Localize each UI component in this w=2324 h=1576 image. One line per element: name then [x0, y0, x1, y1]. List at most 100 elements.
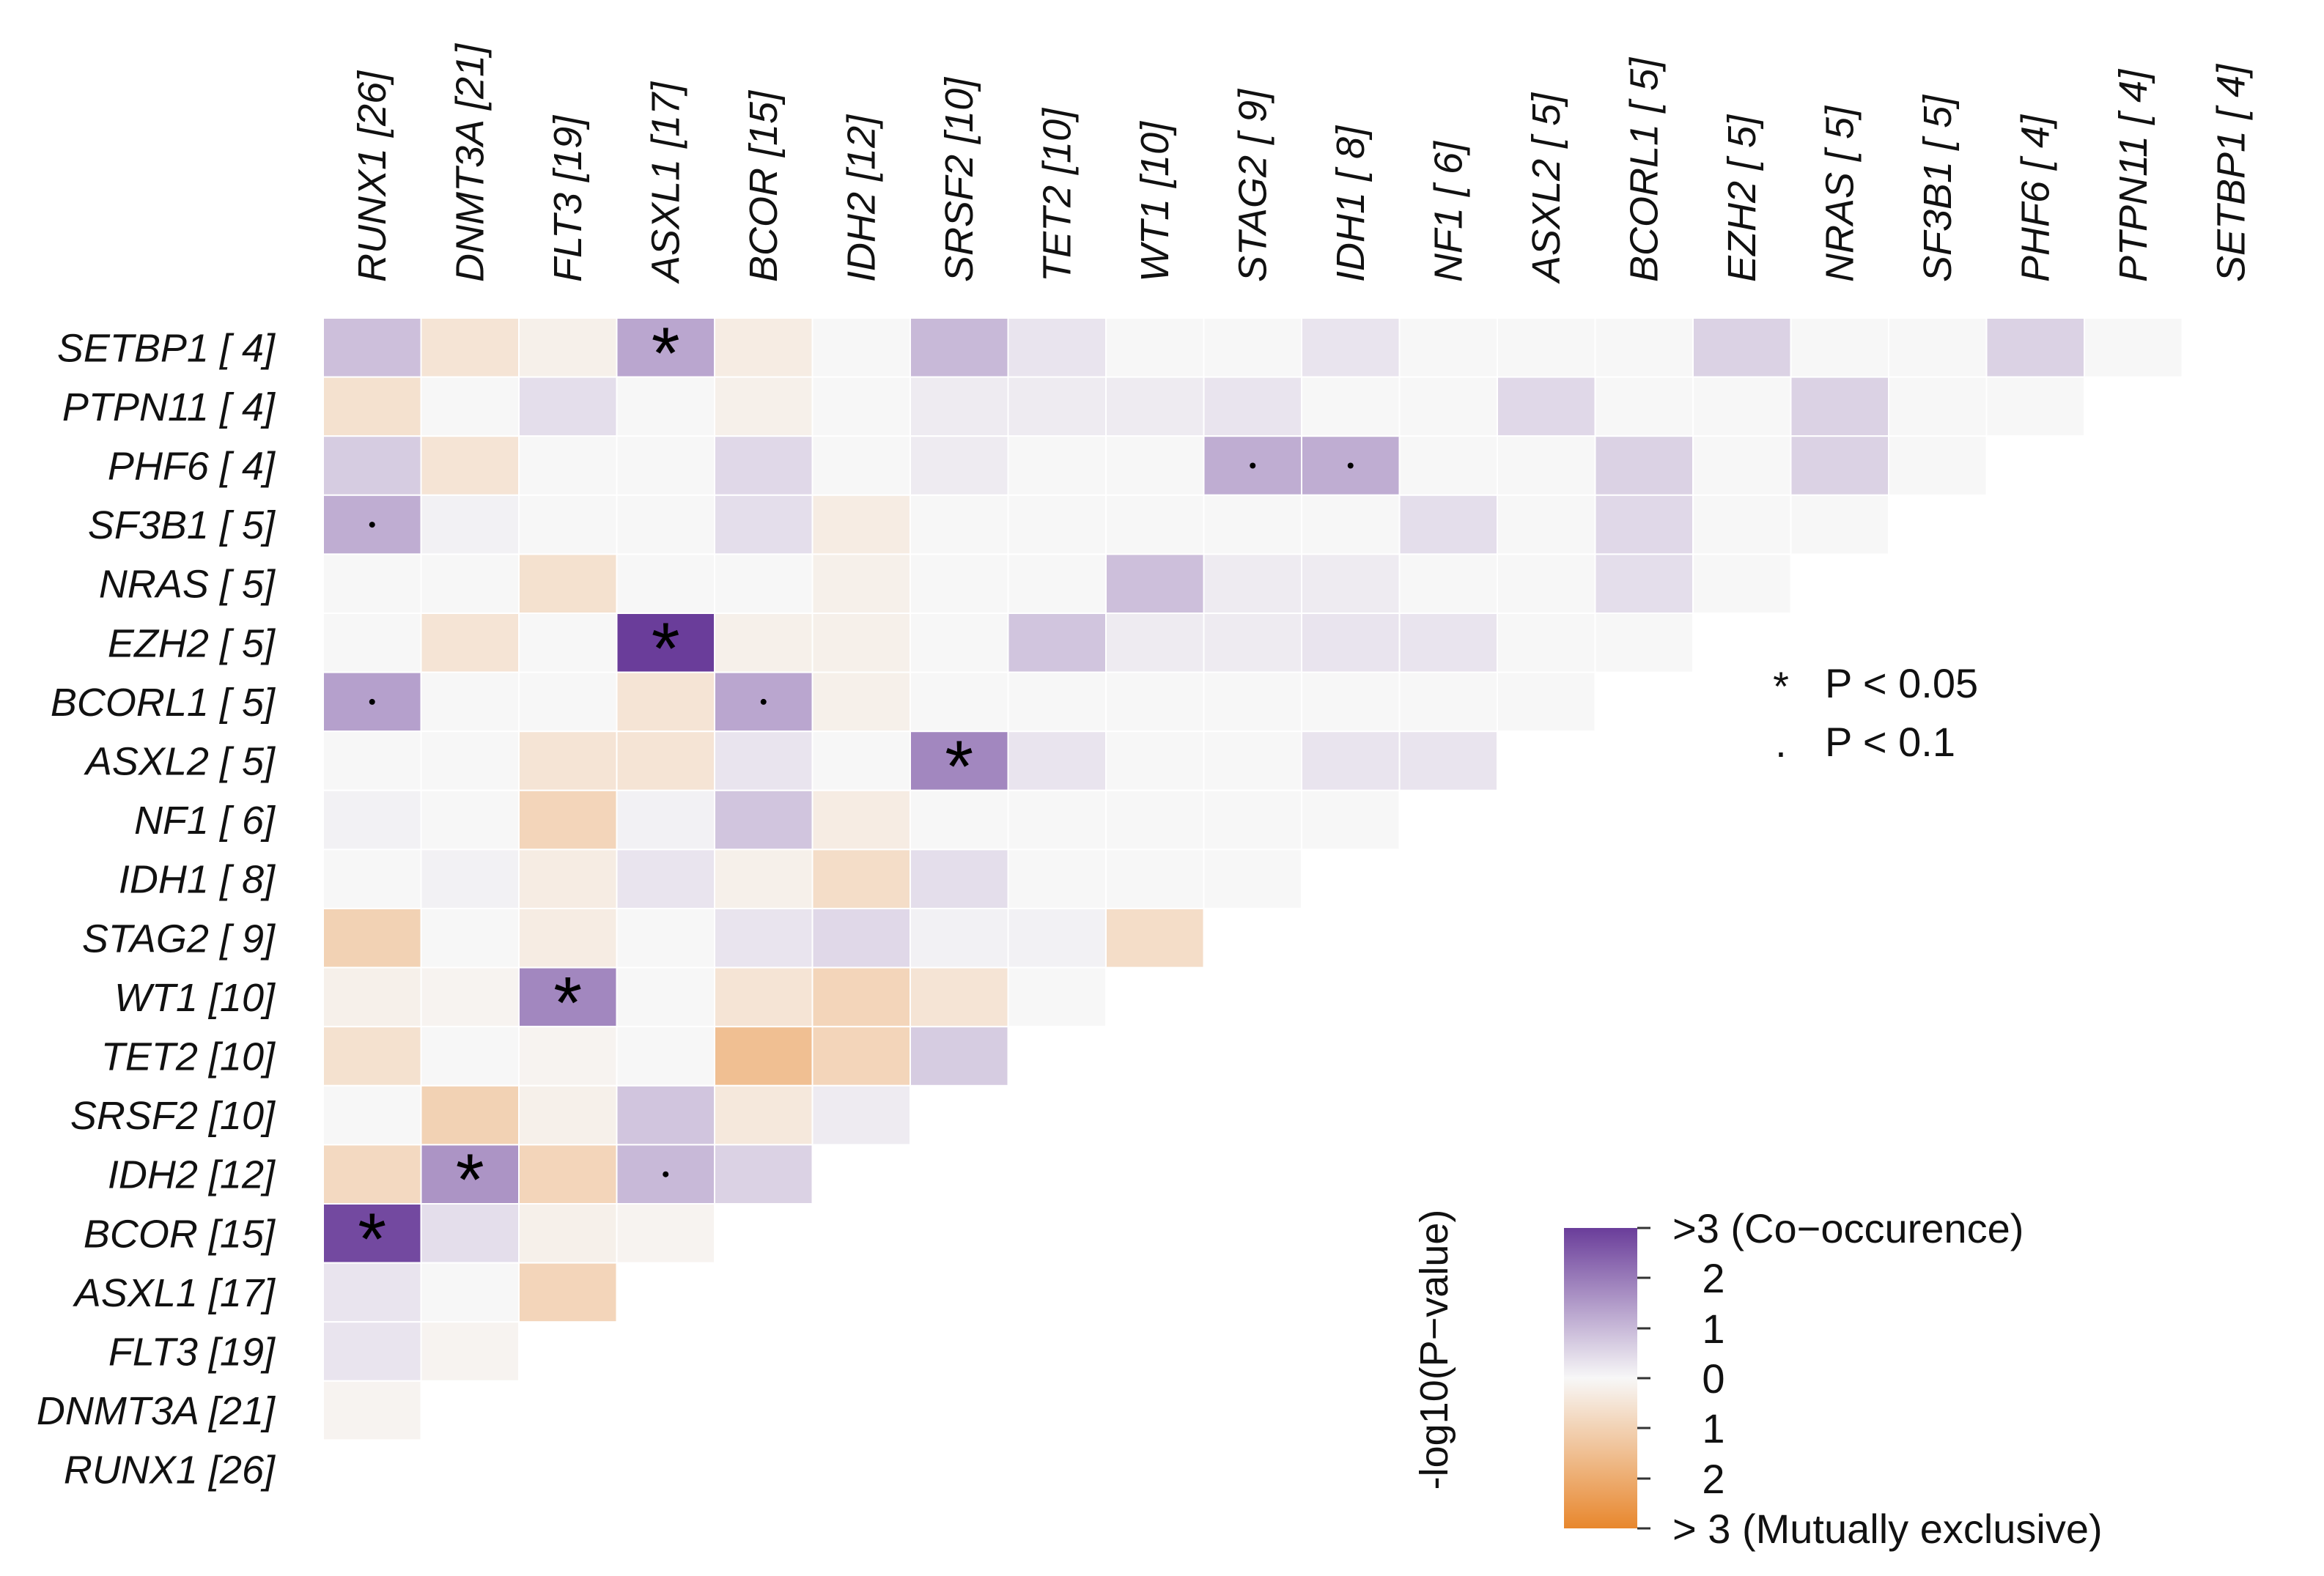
heatmap-cell: [1398, 613, 1498, 673]
heatmap-cell: [1203, 553, 1302, 615]
row-label: BCOR [15]: [84, 1212, 276, 1256]
heatmap-cell: [714, 317, 814, 378]
row-label: PTPN11 [ 4]: [62, 385, 276, 429]
column-label: EZH2 [ 5]: [1720, 114, 1764, 282]
heatmap-cell: [1007, 317, 1107, 378]
heatmap-cell: [1105, 789, 1205, 851]
heatmap-cell: [1888, 317, 1988, 378]
heatmap-cell: [420, 908, 520, 969]
heatmap-cell: [518, 376, 618, 437]
column-label: PTPN11 [ 4]: [2111, 68, 2155, 282]
heatmap-cell: [616, 730, 715, 791]
heatmap-cell: [1007, 494, 1107, 555]
column-label: TET2 [10]: [1035, 107, 1079, 282]
heatmap-cell: [811, 789, 911, 851]
heatmap-cell: [1985, 317, 2085, 378]
heatmap-cell: [420, 1203, 520, 1264]
heatmap-cell: [714, 1144, 814, 1205]
significance-dot: [1250, 462, 1256, 469]
heatmap-cell: [322, 376, 422, 437]
heatmap-cell: [1790, 435, 1889, 496]
heatmap-cell: [1790, 376, 1889, 437]
heatmap-cell: [420, 1262, 520, 1323]
heatmap-cell: [616, 376, 715, 437]
column-label: SETBP1 [ 4]: [2209, 63, 2253, 282]
heatmap-cell: [714, 730, 814, 791]
colorbar-tick-label: >3 (Co−occurence): [1672, 1205, 2024, 1251]
heatmap-cell: [1203, 376, 1302, 437]
significance-dot: [369, 698, 375, 705]
heatmap-cell: [518, 553, 618, 615]
heatmap-cell: [1692, 435, 1792, 496]
significance-asterisk: *: [456, 1139, 484, 1221]
heatmap-cell: [518, 908, 618, 969]
colorbar-ticks: [1637, 1227, 1650, 1530]
heatmap-cell: [1007, 848, 1107, 910]
heatmap-cell: [322, 966, 422, 1028]
heatmap-cell: [518, 435, 618, 496]
row-label: SETBP1 [ 4]: [57, 326, 276, 370]
heatmap-cell: [1497, 376, 1596, 437]
column-label: PHF6 [ 4]: [2013, 114, 2057, 282]
heatmap-cell: [811, 435, 911, 496]
heatmap-cell: [322, 613, 422, 673]
heatmap-cell: [1301, 553, 1401, 615]
heatmap-cell: [1105, 317, 1205, 378]
heatmap-cell: [322, 1144, 422, 1205]
row-label: ASXL2 [ 5]: [84, 740, 276, 784]
heatmap-cell: [1203, 730, 1302, 791]
heatmap-cell: [322, 1380, 422, 1441]
heatmap-cell: [910, 376, 1009, 437]
heatmap-cell: [420, 376, 520, 437]
heatmap-cell: [518, 494, 618, 555]
heatmap-cell: [518, 730, 618, 791]
heatmap-cell: [1203, 494, 1302, 555]
row-label: TET2 [10]: [101, 1035, 276, 1079]
significance-dot: [760, 698, 767, 705]
heatmap-cell: [1497, 317, 1596, 378]
significance-dot: [663, 1171, 669, 1177]
heatmap-cell: [518, 671, 618, 733]
heatmap-cell: [1692, 317, 1792, 378]
heatmap-cell: [1007, 908, 1107, 969]
heatmap-cell: [714, 789, 814, 851]
heatmap-cell: [714, 376, 814, 437]
significance-asterisk: *: [945, 726, 973, 808]
heatmap-cell: [1398, 376, 1498, 437]
colorbar-tick-label: 0: [1702, 1355, 1724, 1402]
column-label: BCORL1 [ 5]: [1622, 56, 1666, 282]
colorbar-tick-label: 2: [1702, 1456, 1724, 1502]
heatmap-cell: [1105, 435, 1205, 496]
row-label: IDH2 [12]: [108, 1153, 276, 1197]
significance-asterisk: *: [553, 962, 582, 1044]
heatmap-cell: [616, 1026, 715, 1087]
row-label: FLT3 [19]: [108, 1331, 276, 1375]
heatmap-cell: [1497, 671, 1596, 733]
heatmap-cell: [714, 435, 814, 496]
heatmap-cell: [1985, 376, 2085, 437]
heatmap-cell: [322, 435, 422, 496]
column-label: IDH1 [ 8]: [1329, 125, 1373, 282]
column-label: STAG2 [ 9]: [1231, 88, 1274, 282]
heatmap-cell: [2084, 317, 2183, 378]
significance-asterisk: *: [652, 312, 680, 394]
heatmap-cell: [1301, 789, 1401, 851]
heatmap-cell: [1594, 494, 1694, 555]
heatmap-cell: [1398, 553, 1498, 615]
heatmap-cell: [420, 1084, 520, 1146]
heatmap-cell: [1398, 317, 1498, 378]
colorbar-tick-label: 1: [1702, 1306, 1724, 1352]
column-label: NF1 [ 6]: [1426, 140, 1470, 282]
heatmap-cell: [1497, 613, 1596, 673]
heatmap-cell: [1301, 494, 1401, 555]
heatmap-cell: [910, 494, 1009, 555]
heatmap-cell: [910, 671, 1009, 733]
heatmap-cell: [1398, 494, 1498, 555]
heatmap-cell: [714, 494, 814, 555]
legend-asterisk-symbol: *: [1773, 663, 1789, 709]
heatmap-cell: [714, 848, 814, 910]
significance-asterisk: *: [652, 607, 680, 689]
heatmap-cell: [1398, 730, 1498, 791]
heatmap-cell: [322, 789, 422, 851]
